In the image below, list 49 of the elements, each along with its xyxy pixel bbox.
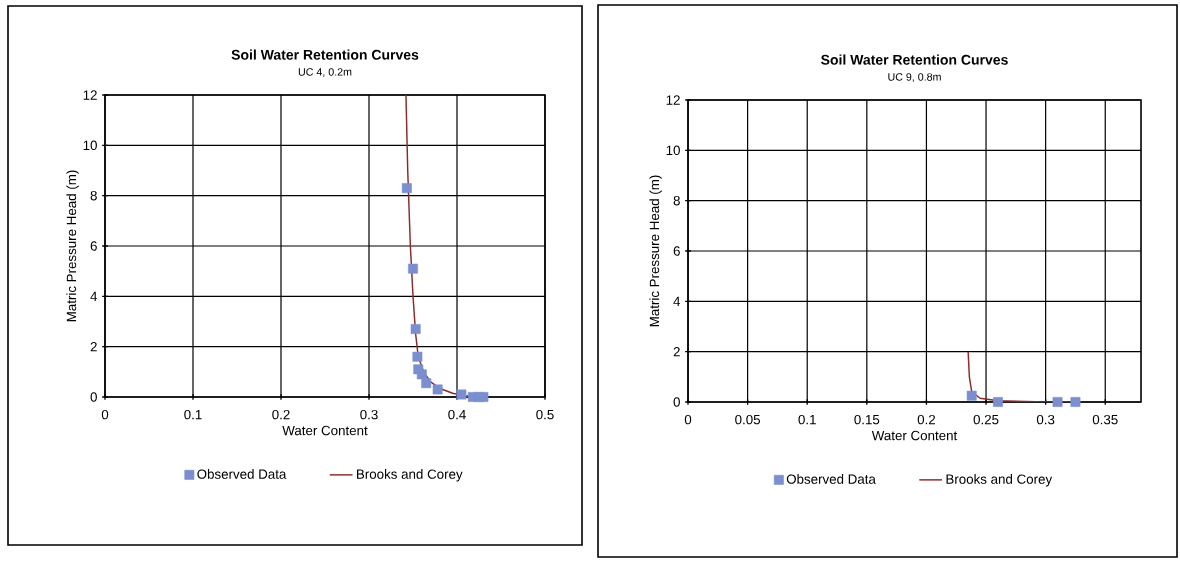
x-tick-label: 0.15 (854, 414, 880, 425)
legend-label: Brooks and Corey (357, 469, 463, 482)
y-tick-label: 0 (673, 397, 680, 407)
legend-label: Brooks and Corey (946, 474, 1053, 487)
y-tick-label: 12 (666, 95, 680, 105)
x-axis-title: Water Content (282, 425, 368, 436)
y-tick-label: 4 (90, 291, 98, 301)
x-tick-label: 0.3 (1036, 414, 1055, 425)
y-tick-label: 8 (673, 195, 680, 206)
y-tick-label: 2 (673, 347, 680, 357)
y-tick-label: 10 (666, 145, 680, 156)
chart-subtitle: UC 9, 0.8m (888, 73, 941, 82)
y-axis-title: Matric Pressure Head (m) (66, 170, 79, 322)
x-tick-label: 0.35 (1092, 414, 1118, 425)
point (478, 392, 489, 402)
x-tick-label: 0.1 (798, 414, 816, 425)
x-tick-label: 0.2 (917, 414, 936, 425)
y-tick-label: 10 (83, 140, 97, 151)
y-tick-label: 0 (90, 392, 97, 402)
chart-title: Soil Water Retention Curves (821, 54, 1008, 65)
y-tick-label: 12 (83, 90, 97, 100)
x-tick-label: 0.2 (272, 409, 290, 420)
point (408, 263, 418, 274)
point (410, 324, 421, 334)
x-axis-title: Water Content (871, 430, 958, 441)
chart-subtitle: UC 4, 0.2m (298, 68, 352, 77)
x-tick-label: 0.4 (448, 409, 466, 420)
x-tick-label: 0.5 (536, 409, 554, 420)
y-axis-title: Matric Pressure Head (m) (649, 175, 662, 327)
x-tick-label: 0 (101, 409, 109, 420)
chart-title: Soil Water Retention Curves (231, 49, 419, 60)
y-tick-label: 6 (673, 246, 680, 256)
point (421, 378, 432, 389)
y-tick-label: 4 (673, 296, 681, 306)
y-tick-label: 6 (90, 241, 97, 251)
point (456, 389, 467, 400)
x-tick-label: 0.3 (360, 409, 378, 420)
point (416, 369, 427, 380)
legend-label: Observed Data (197, 469, 287, 479)
point (432, 384, 443, 395)
x-tick-label: 0 (684, 414, 692, 425)
y-tick-label: 8 (90, 190, 97, 201)
point (412, 351, 423, 362)
y-tick-label: 2 (90, 342, 97, 352)
point (401, 183, 412, 194)
x-tick-label: 0.05 (735, 414, 761, 425)
x-tick-label: 0.1 (184, 409, 202, 420)
legend-label: Observed Data (786, 474, 876, 484)
x-tick-label: 0.25 (973, 414, 999, 425)
